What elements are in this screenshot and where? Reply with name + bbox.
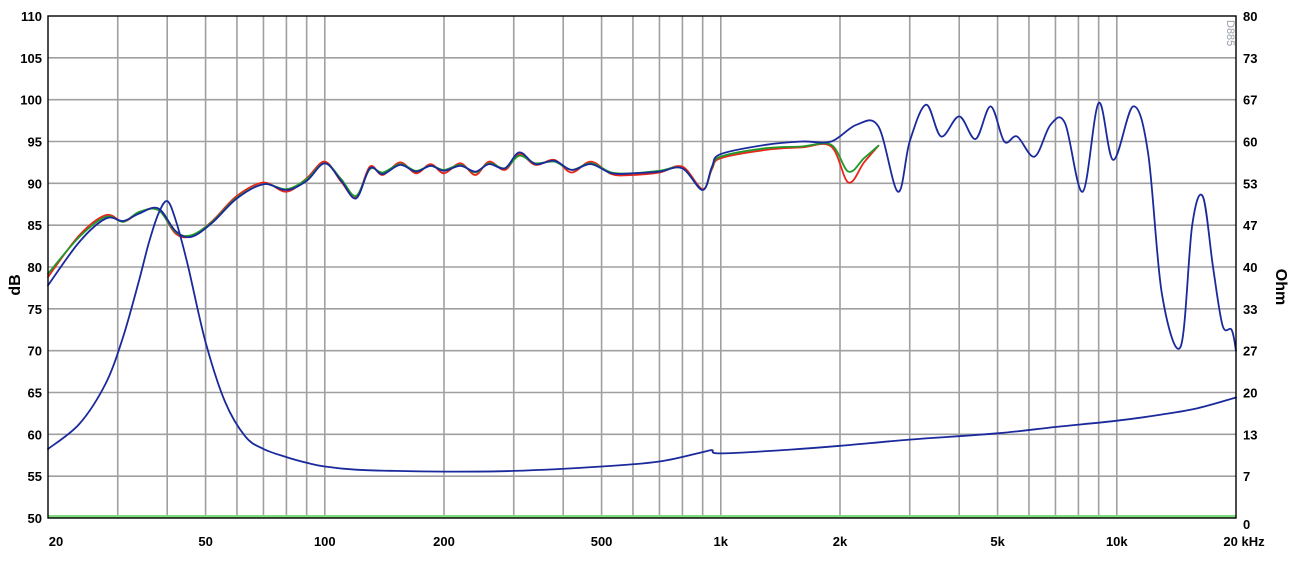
y2-tick-label: 0	[1243, 517, 1250, 532]
y2-tick-label: 20	[1243, 386, 1257, 401]
series-line-impedance	[47, 200, 1237, 473]
y2-axis-label: Ohm	[1272, 269, 1289, 305]
y2-tick-label: 47	[1243, 218, 1257, 233]
y2-tick-label: 80	[1243, 9, 1257, 24]
series-line-spl-blue	[47, 102, 1237, 352]
x-tick-label: 500	[591, 534, 613, 549]
y2-tick-label: 7	[1243, 469, 1250, 484]
grid	[48, 16, 1236, 518]
x-tick-label: 100	[314, 534, 336, 549]
x-tick-label: 2k	[833, 534, 848, 549]
y-tick-label: 65	[28, 386, 42, 401]
y-tick-label: 85	[28, 218, 42, 233]
x-tick-label: 5k	[990, 534, 1005, 549]
x-tick-label: 50	[198, 534, 212, 549]
y2-tick-label: 67	[1243, 93, 1257, 108]
y-tick-label: 105	[20, 51, 42, 66]
x-tick-label: 10k	[1106, 534, 1128, 549]
y-tick-label: 100	[20, 93, 42, 108]
y-axis-label: dB	[7, 274, 24, 295]
x-tick-label: 1k	[714, 534, 729, 549]
watermark: D885	[1224, 20, 1236, 46]
plot-frame	[47, 15, 1237, 519]
y2-tick-label: 53	[1243, 176, 1257, 191]
x-tick-label: 200	[433, 534, 455, 549]
y-tick-label: 60	[28, 427, 42, 442]
y2-tick-label: 40	[1243, 260, 1257, 275]
y2-tick-label: 27	[1243, 344, 1257, 359]
tick-labels: 20 50 100 200 500 1k 2k 5k 10k 20 kHz110105100959…	[20, 9, 1265, 549]
y-tick-label: 75	[28, 302, 42, 317]
y2-tick-label: 73	[1243, 51, 1257, 66]
x-tick-label: 20	[49, 534, 63, 549]
y2-tick-label: 60	[1243, 135, 1257, 150]
y-tick-label: 95	[28, 135, 42, 150]
y-tick-label: 110	[21, 9, 42, 24]
x-tick-label: 20 kHz	[1223, 534, 1265, 549]
y-tick-label: 50	[28, 511, 42, 526]
y-tick-label: 55	[28, 469, 42, 484]
y2-tick-label: 13	[1243, 427, 1257, 442]
y-tick-label: 90	[28, 176, 42, 191]
y-tick-label: 80	[28, 260, 42, 275]
y2-tick-label: 33	[1243, 302, 1257, 317]
plot-lines	[47, 102, 1237, 518]
y-tick-label: 70	[28, 344, 42, 359]
